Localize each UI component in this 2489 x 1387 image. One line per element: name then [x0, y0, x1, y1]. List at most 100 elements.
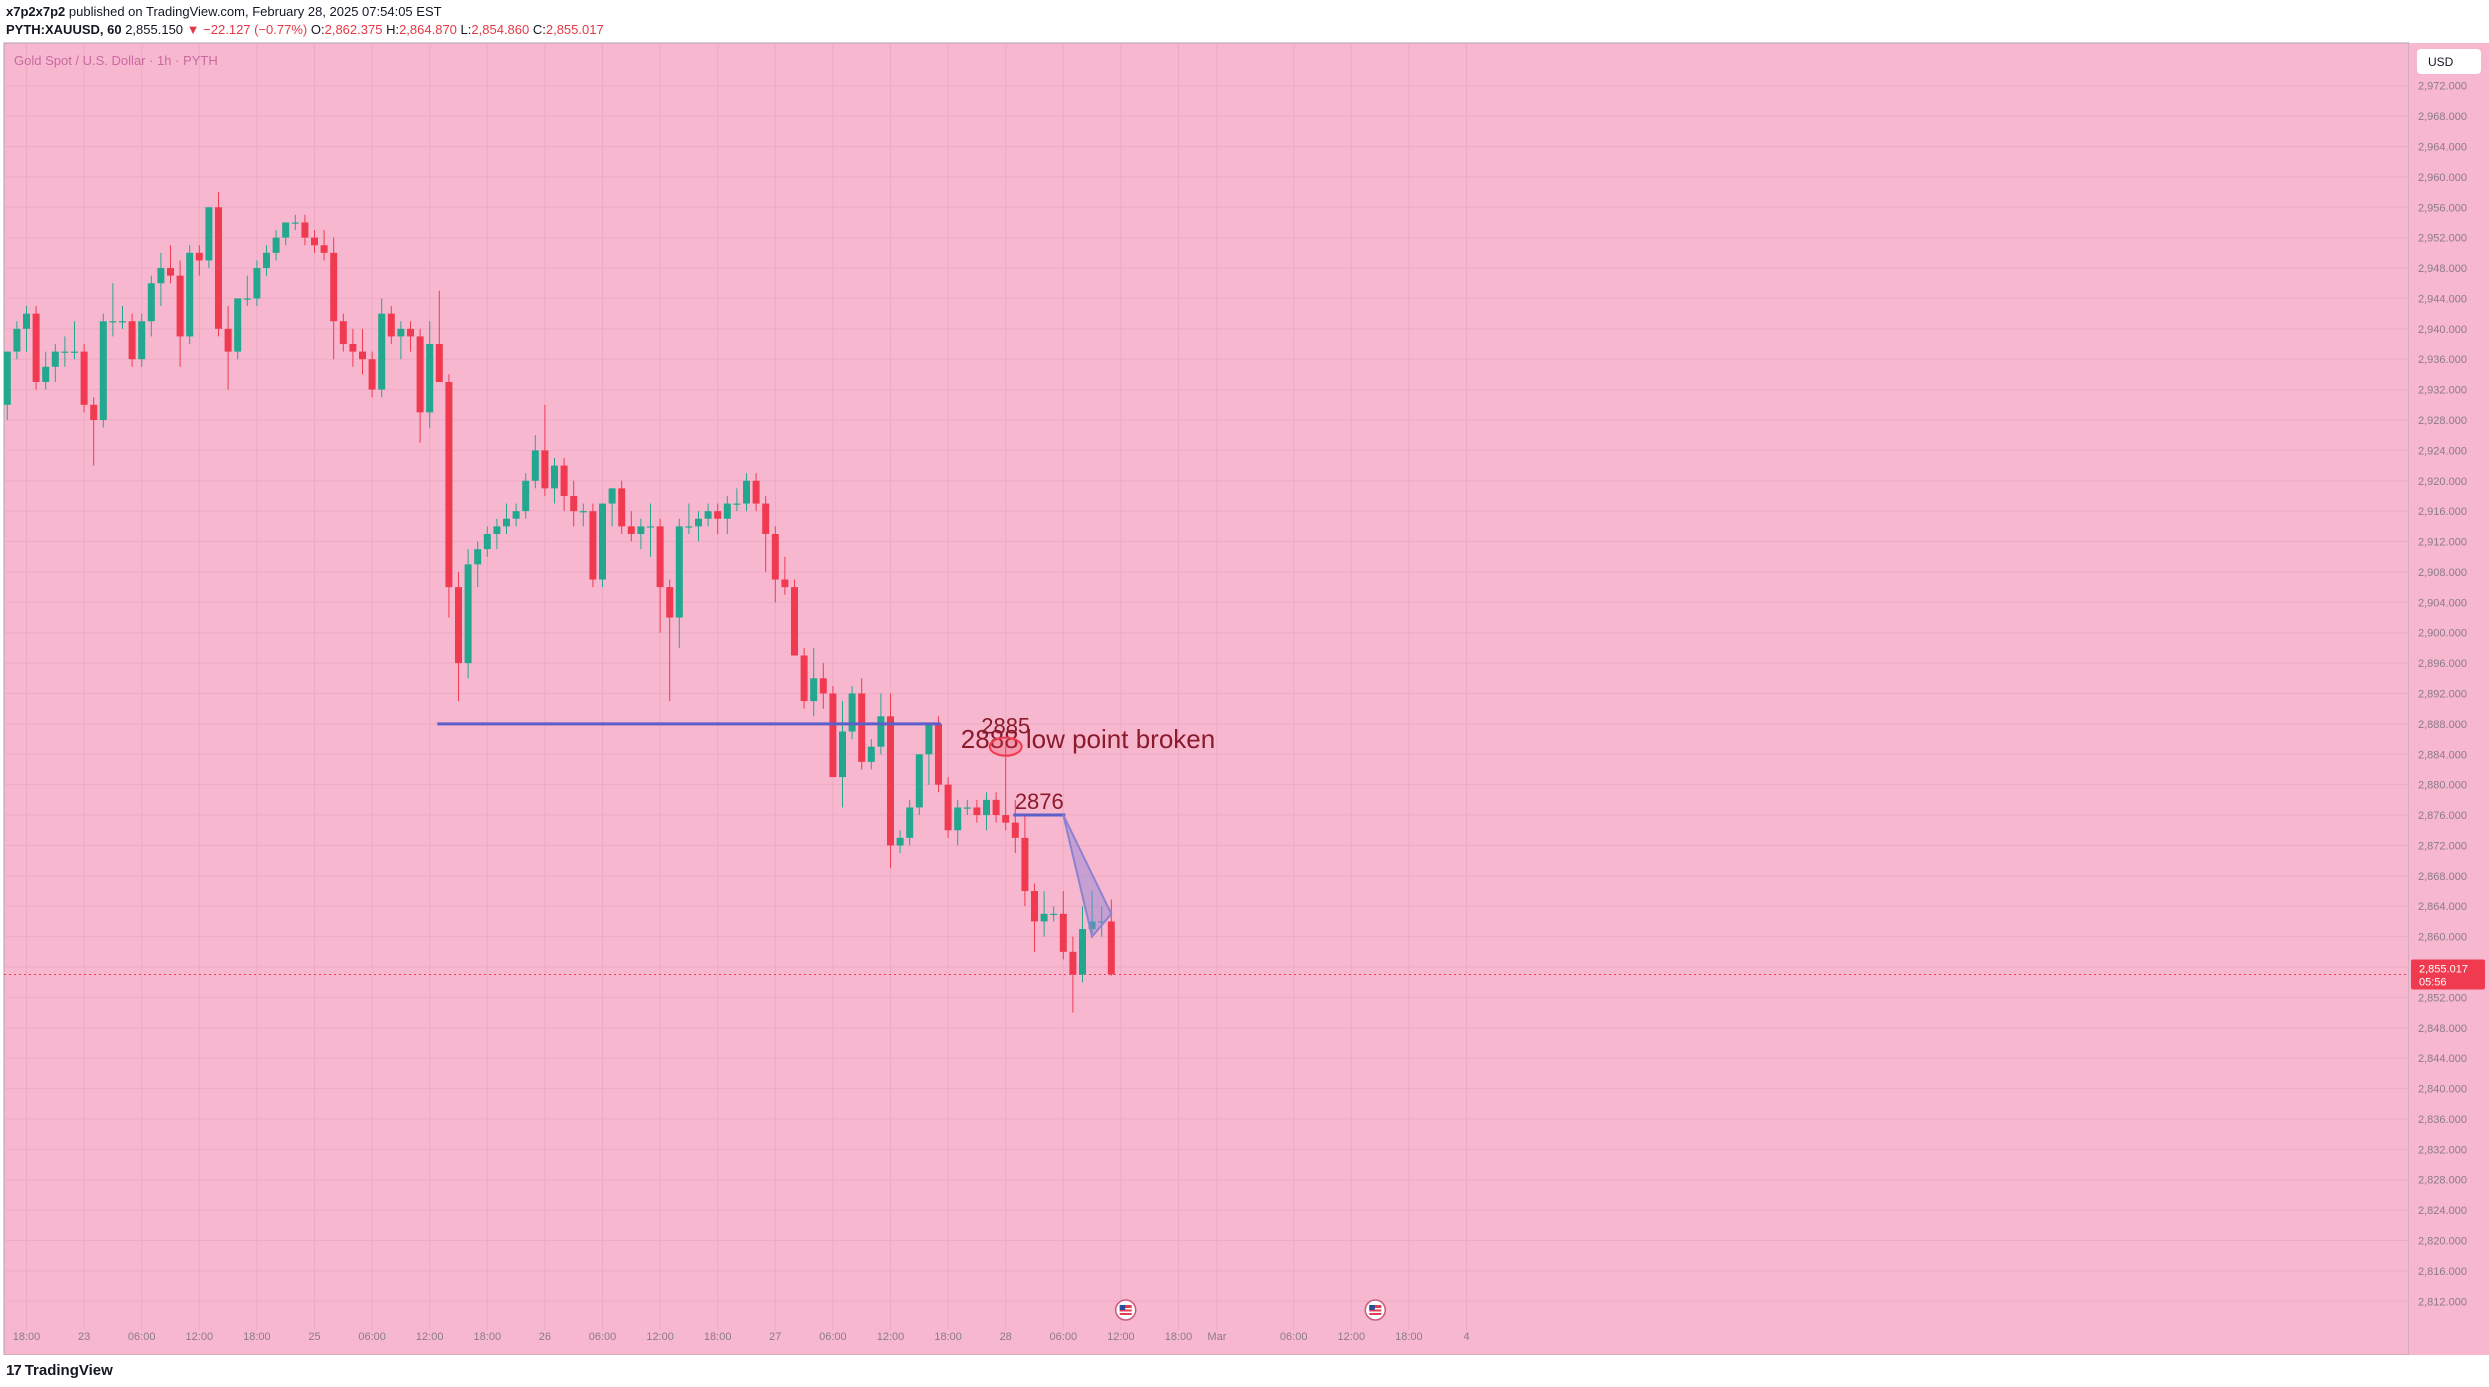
candle-body [791, 587, 798, 656]
candle-up [695, 511, 702, 542]
candle-up [138, 313, 146, 367]
close-label: C: [532, 22, 546, 37]
candle-body [1107, 921, 1115, 975]
candle-up [733, 488, 741, 512]
flag-field [1119, 1305, 1132, 1315]
price-tick-label: 2,824.000 [2418, 1205, 2467, 1217]
candle-body [483, 533, 491, 550]
candle-body [963, 807, 971, 809]
low-value: 2,854.860 [471, 22, 530, 37]
candle-body [848, 693, 856, 732]
candle-body [925, 723, 933, 755]
candle-down [1002, 746, 1010, 831]
candle-down [829, 685, 837, 778]
time-tick-label: 18:00 [1395, 1331, 1423, 1343]
candle-up [464, 549, 472, 679]
currency-selector[interactable]: USD [2417, 49, 2481, 74]
candle-up [13, 321, 21, 360]
candle-up [637, 518, 645, 550]
candle-down [714, 503, 722, 534]
price-tick-label: 2,912.000 [2418, 537, 2467, 549]
candle-down [311, 230, 318, 253]
candle-down [128, 313, 136, 367]
candle-up [608, 488, 616, 527]
candle-body [1031, 891, 1038, 922]
symbol-info: PYTH:XAUUSD, 60 2,855.150 ▼ −22.127 (−0.… [6, 22, 604, 37]
us-flag-icon [1364, 1299, 1387, 1321]
candle-body [618, 488, 626, 527]
candle-body [147, 283, 155, 322]
candle-body [1059, 913, 1067, 952]
time-tick-label: 12:00 [416, 1331, 444, 1343]
candle-body [445, 382, 453, 588]
price-tick-label: 2,836.000 [2418, 1114, 2467, 1126]
price-tick-label: 2,952.000 [2418, 233, 2467, 245]
candle-body [378, 313, 386, 390]
time-tick-label: 25 [308, 1331, 320, 1343]
marker-ellipse-2885 [988, 736, 1023, 757]
candle-up [272, 230, 280, 261]
candle-down [1011, 799, 1019, 854]
candle-body [407, 328, 414, 337]
price-tick-label: 2,892.000 [2418, 689, 2467, 701]
author-name[interactable]: x7p2x7p2 [6, 4, 66, 19]
candle-body [781, 579, 789, 588]
candle-body [387, 313, 395, 337]
candle-down [992, 792, 1000, 823]
time-tick-label: 12:00 [1338, 1331, 1366, 1343]
candle-down [656, 518, 664, 633]
candle-body [339, 321, 347, 345]
time-tick-label: 27 [769, 1331, 781, 1343]
candle-body [119, 321, 126, 323]
us-flag-icon [1114, 1299, 1137, 1321]
tradingview-logo-icon: 17 [6, 1362, 22, 1379]
symbol-name[interactable]: PYTH:XAUUSD, 60 [6, 22, 122, 37]
candle-body [531, 450, 539, 481]
candle-body [695, 518, 702, 527]
candle-up [205, 207, 213, 269]
time-tick-label: 18:00 [1165, 1331, 1193, 1343]
flag-field [1369, 1305, 1382, 1315]
candle-up [282, 222, 290, 246]
candle-up [906, 799, 914, 846]
price-tick-label: 2,956.000 [2418, 202, 2467, 214]
candle-body [944, 784, 952, 831]
price-axis[interactable] [2409, 43, 2489, 1355]
candle-body [253, 268, 261, 299]
candle-body [743, 480, 750, 504]
candle-body [800, 655, 808, 702]
candle-body [109, 321, 117, 323]
candle-down [339, 313, 347, 352]
publish-info: x7p2x7p2 published on TradingView.com, F… [6, 4, 442, 19]
time-tick-label: 18:00 [704, 1331, 732, 1343]
candle-body [858, 693, 866, 762]
event-markers[interactable] [1114, 1299, 1387, 1321]
candle-down [167, 245, 174, 284]
close-value: 2,855.017 [545, 22, 604, 37]
price-axis-labels: 2,812.000 2,816.000 2,820.000 2,824.000 2,82… [2418, 81, 2467, 1309]
candle-down [1059, 891, 1067, 960]
candle-body [474, 549, 482, 565]
candle-body [311, 237, 318, 246]
candle-up [61, 336, 69, 367]
flag-stripe [1369, 1311, 1382, 1313]
price-tick-label: 2,820.000 [2418, 1236, 2467, 1248]
candle-down [195, 245, 203, 276]
chart-plot-area[interactable] [3, 42, 2410, 1356]
candle-body [416, 336, 424, 413]
price-tick-label: 2,916.000 [2418, 506, 2467, 518]
candle-body [51, 351, 59, 367]
candle-body [32, 313, 40, 382]
candle-body [464, 564, 472, 664]
tradingview-logo[interactable]: 17 TradingView [6, 1362, 113, 1379]
candle-body [349, 344, 357, 352]
candle-down [666, 579, 674, 702]
candle-body [589, 511, 597, 580]
candle-body [935, 723, 942, 785]
time-tick-label: 12:00 [186, 1331, 214, 1343]
price-tick-label: 2,948.000 [2418, 263, 2467, 275]
candle-down [570, 480, 578, 527]
candle-up [954, 799, 962, 846]
